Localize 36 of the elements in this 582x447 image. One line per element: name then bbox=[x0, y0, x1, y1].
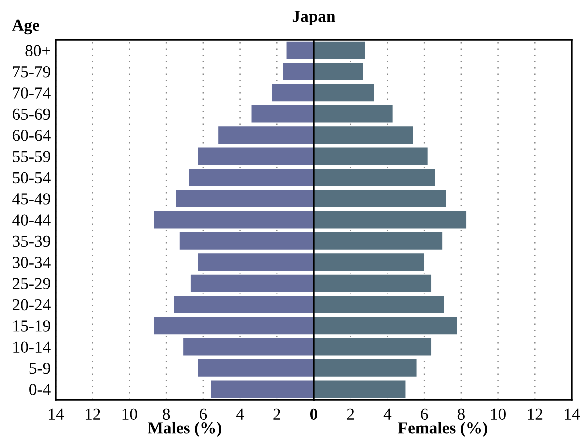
x-tick-label: 14 bbox=[49, 408, 64, 420]
x-tick-label: 10 bbox=[491, 408, 506, 420]
y-tick-label: 0-4 bbox=[30, 384, 51, 396]
y-tick-label: 45-49 bbox=[12, 194, 50, 205]
x-tick-label: 12 bbox=[528, 408, 543, 420]
y-tick-label: 50-54 bbox=[13, 172, 51, 184]
x-tick-label: 14 bbox=[565, 408, 580, 420]
x-tick-label: 12 bbox=[86, 408, 100, 420]
x-tick-label: 4 bbox=[384, 408, 392, 420]
y-tick-label: 15-19 bbox=[14, 320, 50, 332]
x-tick-label: 8 bbox=[163, 408, 170, 420]
y-tick-label: 75-79 bbox=[13, 66, 50, 78]
y-tick-label: 30-34 bbox=[13, 257, 51, 268]
x-tick-label: 2 bbox=[274, 408, 280, 420]
x-tick-label: 8 bbox=[458, 408, 465, 420]
y-tick-label: 55-59 bbox=[13, 151, 50, 162]
y-tick-label: 40-44 bbox=[12, 214, 51, 226]
x-axis-title: Females (%) bbox=[398, 422, 488, 438]
y-tick-label: 10-14 bbox=[14, 342, 51, 354]
x-tick-label: 2 bbox=[347, 408, 354, 420]
x-tick-label: 0 bbox=[310, 408, 318, 420]
y-tick-label: 25-29 bbox=[12, 278, 50, 290]
y-tick-label: 65-69 bbox=[12, 108, 50, 120]
y-tick-label: 60-64 bbox=[12, 130, 51, 142]
x-tick-label: 6 bbox=[200, 408, 208, 420]
y-tick-label: 70-74 bbox=[13, 88, 51, 99]
x-tick-label: 10 bbox=[122, 408, 138, 420]
x-tick-label: 6 bbox=[421, 408, 428, 420]
y-tick-label: 80+ bbox=[26, 45, 50, 57]
y-axis-title: Age bbox=[12, 20, 40, 35]
y-tick-label: 5-9 bbox=[30, 362, 50, 374]
y-tick-label: 35-39 bbox=[13, 236, 50, 248]
x-tick-label: 4 bbox=[236, 408, 244, 420]
x-axis-title: Males (%) bbox=[148, 422, 222, 438]
chart-title: Japan bbox=[292, 11, 336, 26]
y-tick-label: 20-24 bbox=[12, 299, 51, 311]
